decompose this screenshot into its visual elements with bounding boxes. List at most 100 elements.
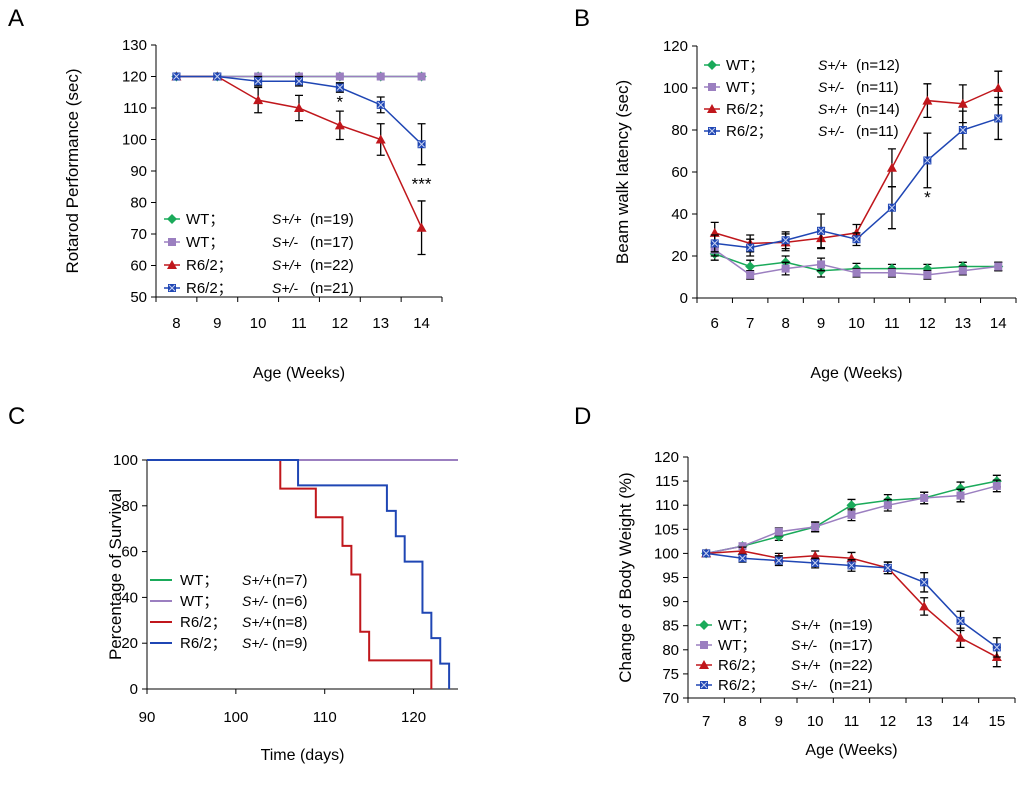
data-point-cross [739,554,746,562]
legend-genotype: S+/- [791,677,817,693]
x-tick-label: 14 [413,315,430,332]
data-point [334,120,345,130]
data-point [919,601,930,611]
y-tick-label: 90 [662,594,679,611]
data-point [811,522,820,531]
legend-n: (n=9) [272,635,307,652]
y-tick-label: 20 [121,635,138,652]
y-axis-label: Rotarod Performance (sec) [63,68,82,273]
legend-entry: WT； S+/+ (n=19) [164,211,354,228]
y-tick-label: 110 [655,497,679,514]
x-tick-label: 13 [916,713,933,730]
legend-genotype: S+/+ [791,617,821,633]
data-point [992,481,1001,490]
y-tick-label: 120 [663,38,688,55]
legend-name: R6/2； [718,677,765,694]
series-r62-pm [147,459,451,689]
legend-marker-cross [708,127,716,135]
y-tick-label: 80 [671,122,688,139]
panel-c: C 0 20 40 60 80 100 90 100 110 120 Time (days) Perce… [8,403,458,764]
legend-genotype: S+/- [818,79,844,95]
y-tick-label: 60 [671,164,688,181]
legend-name: R6/2； [180,614,227,631]
legend-marker [699,620,709,630]
y-tick-label: 130 [122,37,147,54]
data-point-cross [811,559,819,567]
legend-name: WT； [180,593,218,610]
series-r62-pm [702,549,1001,658]
data-point [376,72,385,81]
legend-genotype: S+/+ [791,657,821,673]
data-point [923,270,932,279]
data-point [886,162,897,172]
x-axis-label: Age (Weeks) [810,365,902,382]
legend-entry: R6/2； S+/+ (n=22) [164,257,354,274]
series-r62-pm [172,72,426,166]
x-tick-label: 9 [213,315,221,332]
panel-letter: D [574,403,591,430]
legend-marker [167,214,177,224]
data-point [810,550,821,560]
legend-entry: R6/2； S+/+ (n=22) [696,657,873,674]
legend-entry: R6/2； S+/+ (n=8) [150,614,307,631]
legend-marker [167,260,177,269]
panel-d: D 70 75 80 85 90 95 100 105 110 115 120 7 8 9 10 11 12 13 1… [574,403,1016,759]
series-r62-pp [147,459,433,689]
data-point [817,260,826,269]
legend-name: R6/2； [186,280,233,297]
legend-name: WT； [718,617,756,634]
data-point [994,262,1003,271]
x-tick-label: 7 [746,315,754,332]
y-tick-label: 60 [130,258,147,275]
legend-n: (n=17) [310,234,354,251]
data-point [922,95,933,105]
x-tick-label: 110 [313,709,337,726]
data-point-cross [295,77,303,85]
y-tick-label: 0 [680,290,688,307]
data-point-cross [920,578,928,586]
x-tick-label: 9 [817,315,825,332]
legend-genotype: S+/- [242,635,268,651]
data-point [335,72,344,81]
panel-letter: A [8,5,24,32]
y-tick-label: 70 [130,226,147,243]
y-tick-label: 115 [655,473,679,490]
legend-name: R6/2； [180,635,227,652]
legend-marker [708,83,716,91]
y-tick-label: 0 [130,681,138,698]
data-point [993,83,1004,92]
legend-entry: R6/2； S+/- (n=21) [696,677,873,694]
y-tick-label: 120 [122,69,147,86]
data-point [958,266,967,275]
y-tick-label: 95 [662,570,679,587]
legend-entry: R6/2； S+/- (n=21) [164,280,354,297]
legend-entry: WT； S+/- (n=17) [164,234,354,251]
x-axis-label: Age (Weeks) [253,365,345,382]
legend-entry: WT； S+/- (n=6) [150,593,307,610]
legend-n: (n=6) [272,593,307,610]
legend-marker [168,238,176,246]
x-tick-label: 15 [988,713,1005,730]
data-point-cross [377,101,385,109]
x-tick-label: 12 [919,315,936,332]
legend-n: (n=11) [856,79,899,96]
legend-n: (n=22) [310,257,354,274]
legend-entry: WT； S+/+ (n=7) [150,572,307,589]
y-tick-label: 100 [113,452,138,469]
data-point-cross [888,204,896,212]
data-point [887,268,896,277]
legend-name: R6/2； [186,257,233,274]
x-tick-label: 12 [332,315,349,332]
y-tick-label: 120 [654,449,679,466]
legend-name: WT； [180,572,218,589]
x-tick-label: 8 [172,315,180,332]
data-point [846,500,857,511]
data-point [416,222,427,232]
legend-genotype: S+/+ [242,614,272,630]
panel-letter: C [8,403,25,430]
y-tick-label: 40 [671,206,688,223]
y-tick-label: 75 [662,666,679,683]
legend-genotype: S+/+ [818,101,848,117]
data-point [417,72,426,81]
data-point-cross [853,235,860,243]
